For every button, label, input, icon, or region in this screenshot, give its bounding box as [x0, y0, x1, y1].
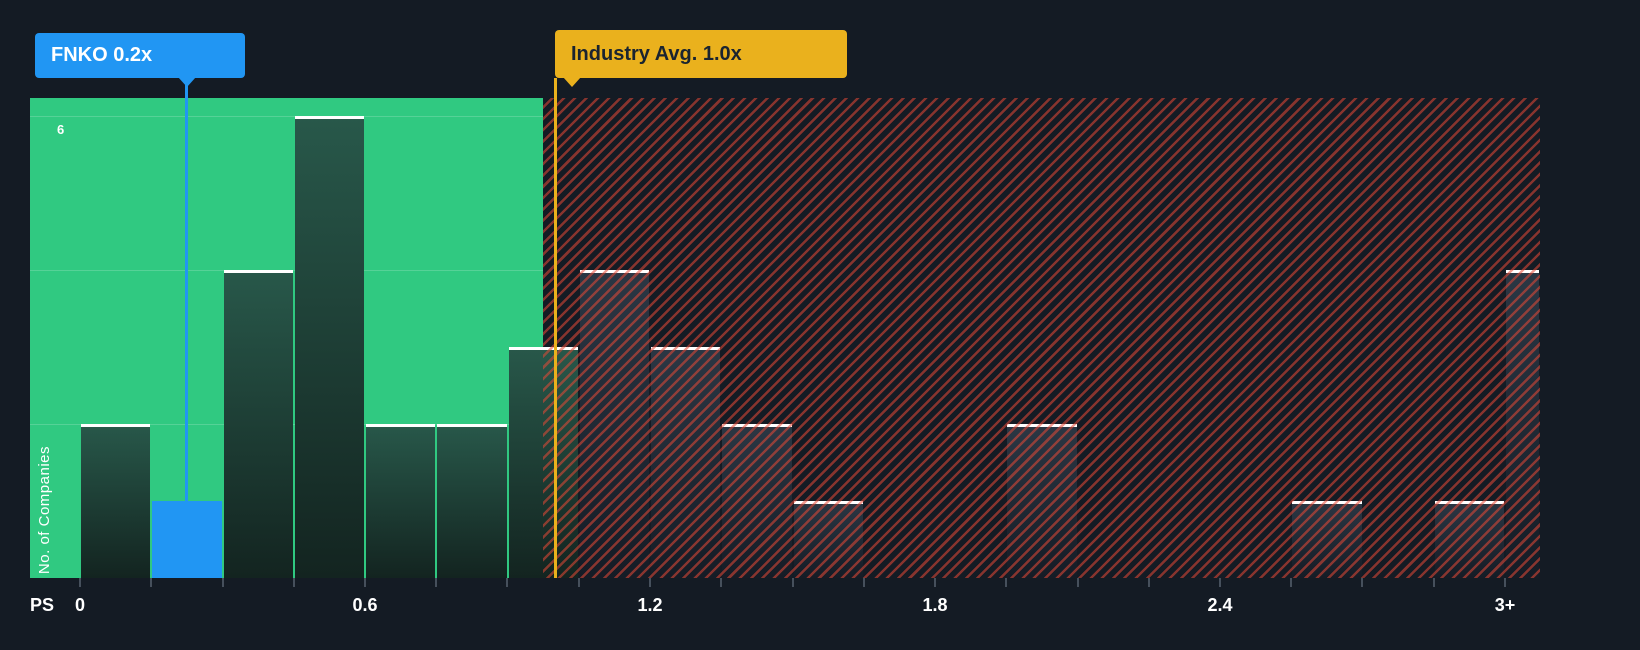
fnko-tooltip-pointer-icon	[178, 77, 196, 87]
fnko-marker-line	[185, 78, 189, 501]
x-tick-label-2.4: 2.4	[1207, 595, 1233, 615]
x-tick-label-0: 0	[74, 595, 86, 615]
x-axis-tick	[863, 578, 865, 587]
bar-top-cap	[223, 270, 293, 273]
histogram-bar	[81, 424, 151, 578]
x-tick-label-3+: 3+	[1494, 595, 1516, 615]
industry-avg-tooltip-pointer-icon	[563, 77, 581, 87]
x-axis-tick	[1290, 578, 1292, 587]
x-axis-tick	[649, 578, 651, 587]
x-axis-tick	[1433, 578, 1435, 587]
x-axis-tick	[435, 578, 437, 587]
x-tick-label-1.8: 1.8	[922, 595, 948, 615]
x-tick-label-0.6: 0.6	[352, 595, 378, 615]
bar-top-cap	[366, 424, 436, 427]
chart-plot-area: 6 No. of Companies	[30, 78, 1540, 578]
fnko-tooltip: FNKO 0.2x	[35, 33, 245, 87]
x-axis-tick	[1077, 578, 1079, 587]
x-axis-tick	[293, 578, 295, 587]
x-axis-unit-label: PS	[30, 595, 55, 615]
y-axis-tick-6: 6	[57, 122, 65, 137]
x-axis-tick	[150, 578, 152, 587]
x-axis: PS 0 0.6 1.2 1.8 2.4 3+	[30, 578, 1590, 638]
histogram-bar	[437, 424, 507, 578]
x-axis-tick	[720, 578, 722, 587]
x-axis-tick	[934, 578, 936, 587]
histogram-bar	[294, 116, 364, 578]
bar-top-cap	[294, 116, 364, 119]
x-axis-tick	[1148, 578, 1150, 587]
histogram-bar	[366, 424, 436, 578]
bar-top-cap	[437, 424, 507, 427]
bar-top-cap	[81, 424, 151, 427]
gridline-6	[30, 116, 543, 117]
x-axis-tick	[222, 578, 224, 587]
x-tick-label-1.2: 1.2	[637, 595, 663, 615]
x-axis-tick	[1361, 578, 1363, 587]
x-axis-tick	[506, 578, 508, 587]
x-axis-tick	[1005, 578, 1007, 587]
y-axis-title: No. of Companies	[36, 445, 53, 574]
histogram-bar	[223, 270, 293, 578]
x-axis-tick	[364, 578, 366, 587]
industry-avg-tooltip: Industry Avg. 1.0x	[555, 30, 847, 87]
industry-avg-marker-line	[553, 78, 557, 578]
fnko-tooltip-label: FNKO 0.2x	[51, 44, 153, 66]
x-axis-tick	[1504, 578, 1506, 587]
x-axis-tick	[578, 578, 580, 587]
x-axis-tick	[1219, 578, 1221, 587]
red-hatched-region	[543, 98, 1540, 578]
x-axis-tick	[792, 578, 794, 587]
fnko-highlight-bar	[152, 501, 222, 578]
x-axis-tick	[79, 578, 81, 587]
industry-avg-tooltip-label: Industry Avg. 1.0x	[571, 42, 742, 65]
